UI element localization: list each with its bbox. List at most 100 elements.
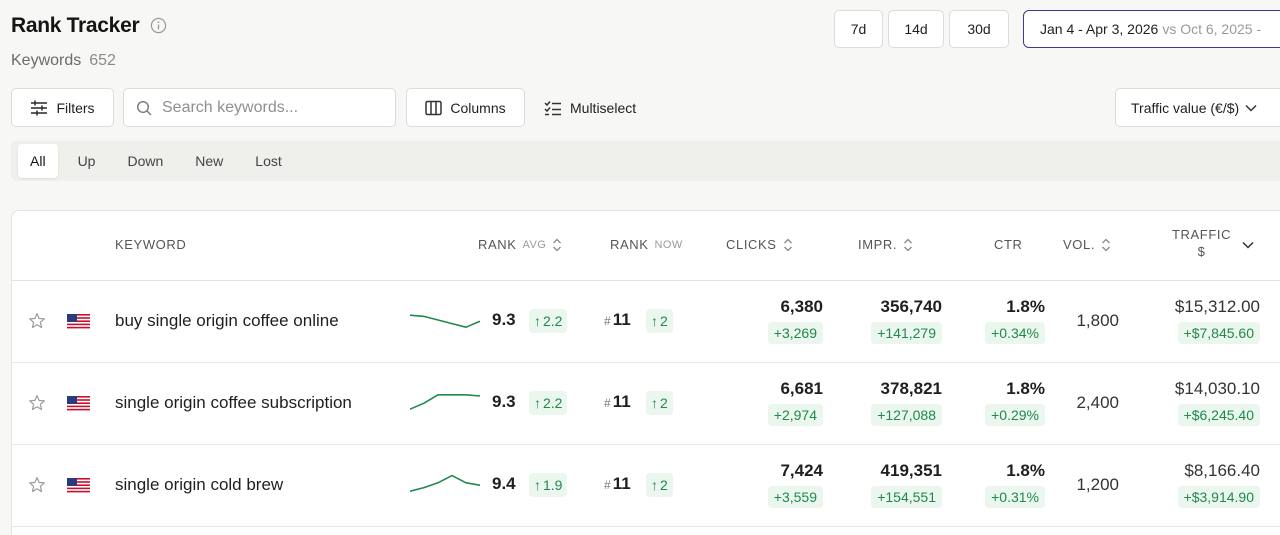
tab-up[interactable]: Up	[77, 153, 96, 169]
arrow-up-icon: ↑	[651, 313, 658, 329]
impr-cell: 419,351 +154,551	[871, 461, 942, 508]
date-range-picker[interactable]: Jan 4 - Apr 3, 2026 vs Oct 6, 2025 -	[1023, 10, 1280, 48]
column-rank-now-label: RANK	[610, 237, 649, 252]
tab-down[interactable]: Down	[127, 153, 164, 169]
column-impr[interactable]: IMPR.	[858, 237, 913, 252]
columns-icon	[425, 100, 443, 115]
hash-icon: #	[604, 396, 611, 410]
filter-tabs: All Up Down New Lost	[11, 141, 1280, 181]
chevron-down-icon[interactable]	[1242, 241, 1254, 249]
filters-button[interactable]: Filters	[11, 88, 114, 127]
checklist-icon	[544, 101, 561, 116]
trend-sparkline	[410, 394, 480, 410]
column-rank-avg-sub: AVG	[522, 238, 547, 251]
clicks-value: 7,424	[780, 461, 823, 480]
impr-cell: 356,740 +141,279	[871, 297, 942, 344]
rank-now-delta: ↑ 2	[646, 391, 673, 415]
columns-button[interactable]: Columns	[406, 88, 525, 127]
chevron-down-icon	[1245, 104, 1257, 112]
column-rank-avg-label: RANK	[478, 237, 517, 252]
multiselect-label: Multiselect	[570, 100, 637, 116]
star-icon[interactable]	[28, 476, 46, 494]
filters-icon	[31, 100, 48, 115]
clicks-delta: +3,559	[767, 486, 823, 508]
star-icon[interactable]	[28, 312, 46, 330]
arrow-up-icon: ↑	[651, 395, 658, 411]
rank-now-delta-value: 2	[660, 313, 668, 329]
clicks-cell: 6,681 +2,974	[767, 379, 823, 426]
column-ctr[interactable]: CTR	[994, 237, 1023, 252]
sort-icon	[904, 238, 913, 251]
arrow-up-icon: ↑	[534, 395, 541, 411]
clicks-cell: 7,424 +3,559	[767, 461, 823, 508]
rank-now-delta-value: 2	[660, 395, 668, 411]
traffic-value: $14,030.10	[1174, 379, 1260, 398]
page-title: Rank Tracker	[11, 14, 140, 37]
clicks-delta: +3,269	[767, 322, 823, 344]
hash-icon: #	[604, 314, 611, 328]
traffic-delta: +$3,914.90	[1177, 486, 1260, 508]
impr-delta: +154,551	[871, 486, 942, 508]
keyword-text[interactable]: single origin cold brew	[115, 475, 284, 494]
rank-avg-delta-value: 2.2	[543, 313, 563, 329]
rank-now-delta: ↑ 2	[646, 473, 673, 497]
table-row[interactable]: single origin coffee subscription 9.3 ↑ 2…	[12, 363, 1280, 445]
ctr-value: 1.8%	[1006, 379, 1045, 398]
rank-avg-delta-value: 2.2	[543, 395, 563, 411]
rank-avg-value: 9.3	[492, 392, 516, 411]
vol-value: 2,400	[1076, 393, 1119, 412]
keyword-text[interactable]: single origin coffee subscription	[115, 393, 352, 412]
traffic-value-select[interactable]: Traffic value (€/$)	[1115, 88, 1280, 127]
table-row[interactable]: buy single origin coffee online 9.3 ↑ 2.2…	[12, 281, 1280, 363]
info-icon[interactable]	[150, 17, 167, 34]
clicks-delta: +2,974	[767, 404, 823, 426]
search-box[interactable]	[123, 88, 396, 127]
column-rank-now[interactable]: RANK NOW	[610, 237, 683, 252]
columns-label: Columns	[450, 99, 506, 116]
ctr-delta: +0.34%	[985, 322, 1045, 344]
keyword-text[interactable]: buy single origin coffee online	[115, 311, 339, 330]
table-row[interactable]: single origin cold brew 9.4 ↑ 1.9 #11 ↑ 2 …	[12, 445, 1280, 527]
ctr-cell: 1.8% +0.31%	[985, 461, 1045, 508]
rank-avg-delta-value: 1.9	[543, 477, 563, 493]
tab-lost[interactable]: Lost	[255, 153, 282, 169]
column-traffic[interactable]: TRAFFIC $	[1172, 227, 1231, 259]
sparkline-path	[410, 474, 480, 492]
range-30d-button[interactable]: 30d	[949, 10, 1009, 48]
rank-now-value: #11	[604, 310, 631, 330]
trend-sparkline	[410, 474, 480, 492]
range-14d-button[interactable]: 14d	[888, 10, 944, 48]
tab-new[interactable]: New	[195, 153, 224, 169]
range-7d-button[interactable]: 7d	[834, 10, 883, 48]
keywords-label: Keywords	[11, 52, 82, 69]
traffic-cell: $8,166.40 +$3,914.90	[1177, 461, 1260, 508]
traffic-value: $8,166.40	[1184, 461, 1260, 480]
traffic-value: $15,312.00	[1174, 297, 1260, 316]
impr-value: 356,740	[880, 297, 942, 316]
impr-value: 378,821	[880, 379, 942, 398]
ctr-cell: 1.8% +0.29%	[985, 379, 1045, 426]
impr-cell: 378,821 +127,088	[871, 379, 942, 426]
multiselect-button[interactable]: Multiselect	[544, 96, 636, 120]
clicks-value: 6,681	[780, 379, 823, 398]
column-clicks[interactable]: CLICKS	[726, 237, 793, 252]
column-vol[interactable]: VOL.	[1063, 237, 1111, 252]
star-icon[interactable]	[28, 394, 46, 412]
rank-now-value: #11	[604, 474, 631, 494]
impr-value: 419,351	[880, 461, 942, 480]
vol-value: 1,800	[1076, 311, 1119, 330]
column-traffic-label: TRAFFIC	[1172, 227, 1232, 242]
traffic-delta: +$6,245.40	[1177, 404, 1260, 426]
tab-all[interactable]: All	[18, 144, 58, 178]
trend-sparkline	[410, 314, 480, 329]
column-keyword[interactable]: KEYWORD	[115, 237, 186, 252]
impr-delta: +127,088	[871, 404, 942, 426]
ctr-cell: 1.8% +0.34%	[985, 297, 1045, 344]
column-rank-avg[interactable]: RANK AVG	[478, 237, 562, 252]
search-input[interactable]	[162, 98, 382, 117]
column-rank-now-sub: NOW	[654, 238, 683, 251]
hash-icon: #	[604, 478, 611, 492]
date-range-value: Jan 4 - Apr 3, 2026	[1040, 21, 1159, 37]
ctr-delta: +0.31%	[985, 486, 1045, 508]
sort-icon	[553, 238, 562, 251]
